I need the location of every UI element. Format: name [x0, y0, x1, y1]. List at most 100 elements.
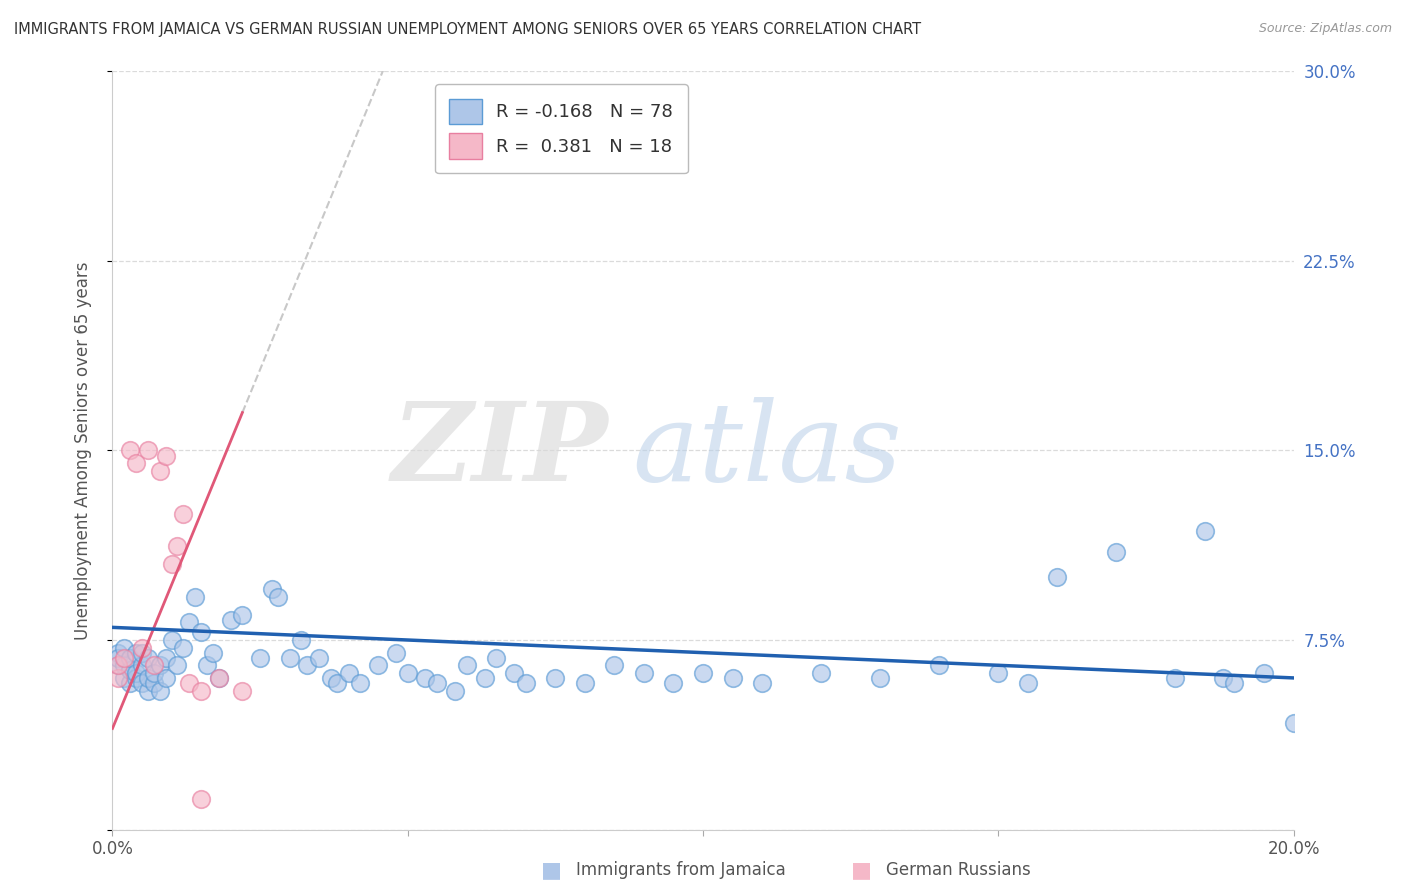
- Point: [142, 676, 165, 690]
- Point: [633, 665, 655, 680]
- Point: [160, 557, 183, 572]
- Point: [155, 671, 177, 685]
- Point: [125, 665, 148, 680]
- Point: [603, 658, 626, 673]
- Point: [456, 658, 478, 673]
- Point: [172, 507, 194, 521]
- Point: [149, 683, 172, 698]
- Point: [131, 646, 153, 660]
- Text: Source: ZipAtlas.com: Source: ZipAtlas.com: [1258, 22, 1392, 36]
- Point: [326, 676, 349, 690]
- Point: [692, 665, 714, 680]
- Point: [120, 676, 142, 690]
- Text: IMMIGRANTS FROM JAMAICA VS GERMAN RUSSIAN UNEMPLOYMENT AMONG SENIORS OVER 65 YEA: IMMIGRANTS FROM JAMAICA VS GERMAN RUSSIA…: [14, 22, 921, 37]
- Point: [125, 646, 148, 660]
- Point: [195, 658, 218, 673]
- Point: [131, 640, 153, 655]
- Point: [444, 683, 467, 698]
- Point: [721, 671, 744, 685]
- Point: [308, 650, 330, 665]
- Point: [1194, 524, 1216, 539]
- Point: [155, 650, 177, 665]
- Point: [515, 676, 537, 690]
- Point: [503, 665, 526, 680]
- Point: [149, 658, 172, 673]
- Point: [574, 676, 596, 690]
- Point: [120, 664, 142, 678]
- Point: [396, 665, 419, 680]
- Text: ■: ■: [541, 860, 562, 880]
- Point: [1164, 671, 1187, 685]
- Point: [179, 676, 201, 690]
- Point: [179, 615, 201, 630]
- Point: [112, 650, 135, 665]
- Point: [184, 590, 207, 604]
- Point: [136, 443, 159, 458]
- Point: [1253, 665, 1275, 680]
- Point: [172, 640, 194, 655]
- Point: [231, 683, 253, 698]
- Point: [166, 540, 188, 554]
- Point: [367, 658, 389, 673]
- Point: [112, 658, 135, 673]
- Point: [160, 633, 183, 648]
- Point: [267, 590, 290, 604]
- Point: [474, 671, 496, 685]
- Point: [166, 658, 188, 673]
- Point: [1105, 544, 1128, 558]
- Point: [208, 671, 231, 685]
- Point: [120, 443, 142, 458]
- Point: [142, 665, 165, 680]
- Text: ZIP: ZIP: [392, 397, 609, 504]
- Point: [751, 676, 773, 690]
- Point: [337, 665, 360, 680]
- Point: [136, 671, 159, 685]
- Point: [415, 671, 437, 685]
- Point: [278, 650, 301, 665]
- Point: [290, 633, 312, 648]
- Point: [155, 449, 177, 463]
- Point: [319, 671, 342, 685]
- Point: [107, 658, 129, 673]
- Point: [190, 625, 212, 640]
- Point: [219, 613, 242, 627]
- Point: [201, 646, 224, 660]
- Point: [107, 646, 129, 660]
- Point: [131, 676, 153, 690]
- Point: [142, 658, 165, 673]
- Point: [125, 671, 148, 685]
- Point: [107, 658, 129, 673]
- Text: Immigrants from Jamaica: Immigrants from Jamaica: [576, 861, 786, 879]
- Point: [1212, 671, 1234, 685]
- Text: German Russians: German Russians: [886, 861, 1031, 879]
- Legend: R = -0.168   N = 78, R =  0.381   N = 18: R = -0.168 N = 78, R = 0.381 N = 18: [434, 84, 688, 173]
- Point: [1282, 716, 1305, 731]
- Point: [349, 676, 371, 690]
- Point: [136, 683, 159, 698]
- Point: [190, 683, 212, 698]
- Point: [426, 676, 449, 690]
- Point: [297, 658, 319, 673]
- Point: [131, 658, 153, 673]
- Point: [928, 658, 950, 673]
- Point: [249, 650, 271, 665]
- Y-axis label: Unemployment Among Seniors over 65 years: Unemployment Among Seniors over 65 years: [73, 261, 91, 640]
- Point: [987, 665, 1010, 680]
- Point: [125, 456, 148, 470]
- Point: [869, 671, 891, 685]
- Point: [810, 665, 832, 680]
- Point: [208, 671, 231, 685]
- Point: [190, 792, 212, 806]
- Point: [120, 650, 142, 665]
- Point: [112, 671, 135, 685]
- Point: [112, 640, 135, 655]
- Point: [485, 650, 508, 665]
- Point: [1046, 570, 1069, 584]
- Point: [136, 650, 159, 665]
- Point: [231, 607, 253, 622]
- Point: [1017, 676, 1039, 690]
- Point: [385, 646, 408, 660]
- Point: [149, 464, 172, 478]
- Point: [107, 650, 129, 665]
- Text: ■: ■: [851, 860, 872, 880]
